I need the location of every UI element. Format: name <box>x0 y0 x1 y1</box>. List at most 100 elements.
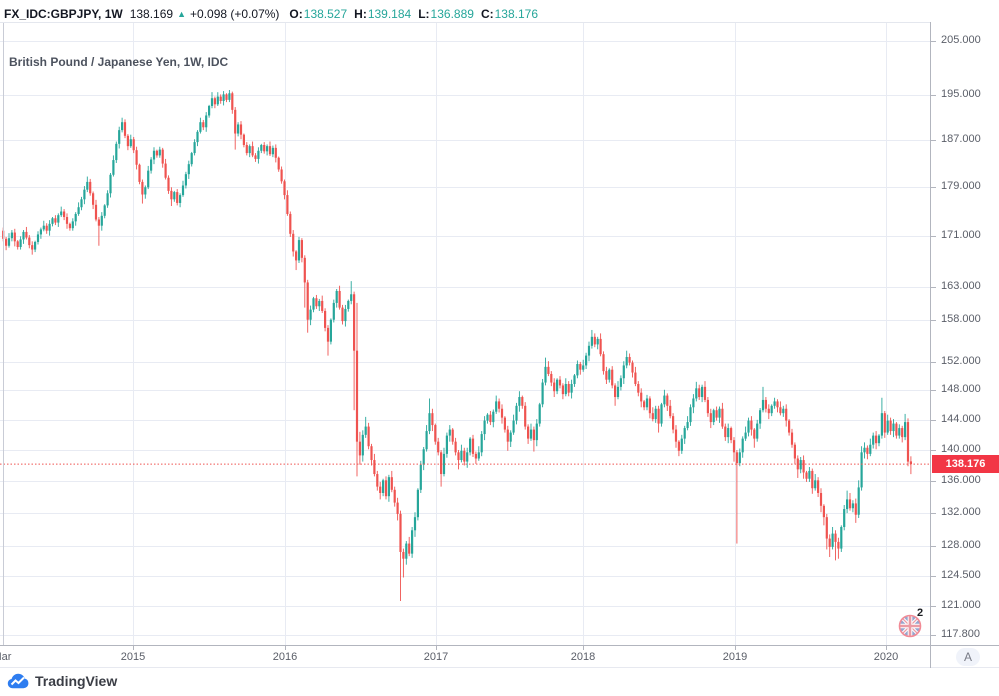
candle-down[interactable] <box>634 366 637 387</box>
candle-down[interactable] <box>643 399 646 411</box>
candle-up[interactable] <box>184 171 187 189</box>
candle-up[interactable] <box>181 180 185 197</box>
candle-up[interactable] <box>237 122 240 137</box>
candle-down[interactable] <box>793 442 796 464</box>
auto-scale-button[interactable]: A <box>956 648 980 666</box>
candle-up[interactable] <box>712 408 715 426</box>
candle-up[interactable] <box>77 202 80 216</box>
candle-down[interactable] <box>13 228 16 247</box>
candle-down[interactable] <box>65 213 69 229</box>
candle-up[interactable] <box>587 341 591 362</box>
candle-down[interactable] <box>764 397 767 413</box>
candle-down[interactable] <box>454 437 457 456</box>
candle-up[interactable] <box>509 430 512 447</box>
candle-down[interactable] <box>698 384 701 400</box>
candle-up[interactable] <box>257 147 260 164</box>
candle-up[interactable] <box>22 230 25 244</box>
candle-down[interactable] <box>280 166 283 184</box>
candle-down[interactable] <box>805 470 808 482</box>
candle-down[interactable] <box>176 189 179 206</box>
candle-down[interactable] <box>715 406 718 421</box>
candle-up[interactable] <box>83 186 86 205</box>
candle-up[interactable] <box>701 384 704 403</box>
candle-down[interactable] <box>135 146 138 170</box>
candle-down[interactable] <box>825 513 828 550</box>
candle-up[interactable] <box>831 526 834 550</box>
candle-up[interactable] <box>877 434 881 447</box>
candle-down[interactable] <box>31 241 34 255</box>
candle-up[interactable] <box>179 193 182 208</box>
candle-down[interactable] <box>437 437 440 456</box>
candle-down[interactable] <box>399 510 402 602</box>
candle-down[interactable] <box>338 285 341 310</box>
candle-up[interactable] <box>80 196 83 211</box>
candle-down[interactable] <box>292 230 295 257</box>
candle-down[interactable] <box>373 453 376 477</box>
candle-up[interactable] <box>799 456 802 474</box>
candle-down[interactable] <box>724 423 727 441</box>
candle-up[interactable] <box>416 488 419 521</box>
candle-up[interactable] <box>442 447 446 477</box>
candle-down[interactable] <box>489 410 492 426</box>
candle-up[interactable] <box>42 220 45 232</box>
candle-up[interactable] <box>260 143 263 154</box>
candle-down[interactable] <box>89 178 92 196</box>
candle-up[interactable] <box>208 104 211 118</box>
candle-up[interactable] <box>756 419 759 442</box>
candle-down[interactable] <box>614 383 617 406</box>
candle-up[interactable] <box>190 151 193 167</box>
candle-down[interactable] <box>767 404 770 420</box>
candle-down[interactable] <box>854 498 857 523</box>
candle-down[interactable] <box>558 376 562 389</box>
candle-down[interactable] <box>234 107 237 150</box>
candle-down[interactable] <box>498 398 501 413</box>
candle-down[interactable] <box>283 179 286 200</box>
candle-up[interactable] <box>564 378 567 397</box>
candle-up[interactable] <box>361 430 364 462</box>
candle-down[interactable] <box>141 179 144 204</box>
candle-down[interactable] <box>268 141 272 156</box>
candle-up[interactable] <box>840 525 843 552</box>
candle-up[interactable] <box>297 236 301 263</box>
candle-up[interactable] <box>34 240 37 253</box>
candle-up[interactable] <box>144 185 147 199</box>
candle-down[interactable] <box>817 477 820 497</box>
candle-up[interactable] <box>645 394 649 411</box>
candle-up[interactable] <box>616 381 620 400</box>
candle-down[interactable] <box>790 428 794 448</box>
candle-down[interactable] <box>242 133 245 148</box>
candle-down[interactable] <box>503 416 506 433</box>
candle-down[interactable] <box>732 437 736 462</box>
candle-down[interactable] <box>341 304 344 325</box>
candle-up[interactable] <box>851 500 854 513</box>
candle-down[interactable] <box>440 450 443 487</box>
candle-down[interactable] <box>547 361 550 377</box>
candle-up[interactable] <box>585 352 588 369</box>
candle-down[interactable] <box>822 504 825 526</box>
candle-up[interactable] <box>7 233 11 248</box>
candle-down[interactable] <box>802 455 805 479</box>
candle-down[interactable] <box>92 191 95 210</box>
candle-down[interactable] <box>123 119 127 139</box>
candle-down[interactable] <box>16 240 19 250</box>
footer-watermark[interactable]: TradingView <box>7 673 117 689</box>
candle-down[interactable] <box>379 481 382 500</box>
candle-up[interactable] <box>495 395 498 414</box>
candle-up[interactable] <box>196 130 199 147</box>
candle-down[interactable] <box>355 302 359 477</box>
candle-up[interactable] <box>808 467 811 482</box>
candle-up[interactable] <box>654 405 657 423</box>
candle-down[interactable] <box>834 530 837 561</box>
candle-down[interactable] <box>669 399 672 419</box>
candle-up[interactable] <box>892 419 895 438</box>
candle-up[interactable] <box>538 402 541 427</box>
candle-down[interactable] <box>231 91 234 114</box>
candle-down[interactable] <box>895 422 898 439</box>
candle-up[interactable] <box>747 417 750 437</box>
candle-down[interactable] <box>889 417 892 435</box>
candle-down[interactable] <box>384 476 388 500</box>
candle-down[interactable] <box>28 235 31 249</box>
candle-up[interactable] <box>660 402 663 427</box>
candle-up[interactable] <box>492 409 495 428</box>
candle-down[interactable] <box>674 425 678 448</box>
